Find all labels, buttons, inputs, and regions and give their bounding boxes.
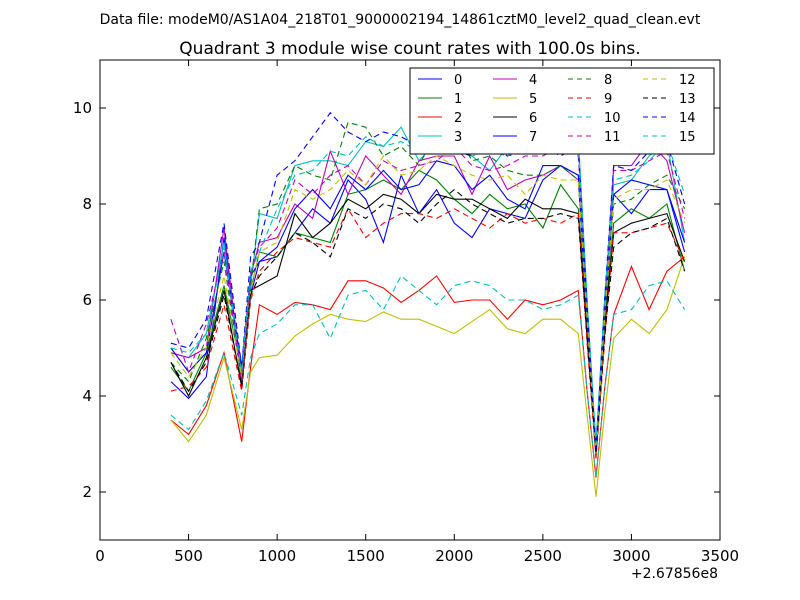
legend-label: 4 [529, 73, 537, 88]
legend-frame [409, 67, 715, 155]
series-layer [170, 111, 686, 497]
series-line-12 [170, 155, 686, 454]
y-tick-label: 10 [73, 99, 92, 117]
x-tick-label: 3000 [612, 547, 650, 565]
legend-label: 13 [679, 92, 696, 107]
series-line-7 [170, 160, 686, 449]
x-tick-label: 3500 [701, 547, 739, 565]
x-offset-label: +2.67856e8 [631, 566, 718, 582]
y-tick-label: 8 [82, 195, 92, 213]
x-tick-label: 500 [174, 547, 203, 565]
legend-label: 10 [604, 111, 621, 126]
y-tick-label: 2 [82, 483, 92, 501]
legend-label: 8 [604, 73, 612, 88]
y-tick-label: 6 [82, 291, 92, 309]
x-tick-label: 0 [95, 547, 105, 565]
y-tick-label: 4 [82, 387, 92, 405]
series-line-9 [170, 207, 686, 459]
series-line-2 [170, 256, 685, 478]
legend-label: 5 [529, 92, 537, 107]
legend-label: 0 [454, 73, 462, 88]
legend-label: 6 [529, 111, 537, 126]
legend-label: 7 [529, 130, 537, 145]
series-line-5 [170, 256, 686, 497]
x-tick-label: 2000 [435, 547, 473, 565]
series-line-13 [170, 188, 686, 454]
x-tick-label: 1000 [258, 547, 296, 565]
chart-title: Quadrant 3 module wise count rates with … [179, 39, 640, 59]
chart-suptitle: Data file: modeM0/AS1A04_218T01_90000021… [100, 12, 701, 28]
legend-label: 11 [604, 130, 621, 145]
x-tick-label: 1500 [347, 547, 385, 565]
legend-label: 15 [679, 130, 696, 145]
x-tick-label: 2500 [524, 547, 562, 565]
legend-label: 14 [679, 111, 696, 126]
legend-label: 1 [454, 92, 462, 107]
legend-label: 2 [454, 111, 462, 126]
series-line-10 [170, 275, 686, 478]
legend-label: 12 [679, 73, 696, 88]
legend-label: 9 [604, 92, 612, 107]
legend-label: 3 [454, 130, 462, 145]
